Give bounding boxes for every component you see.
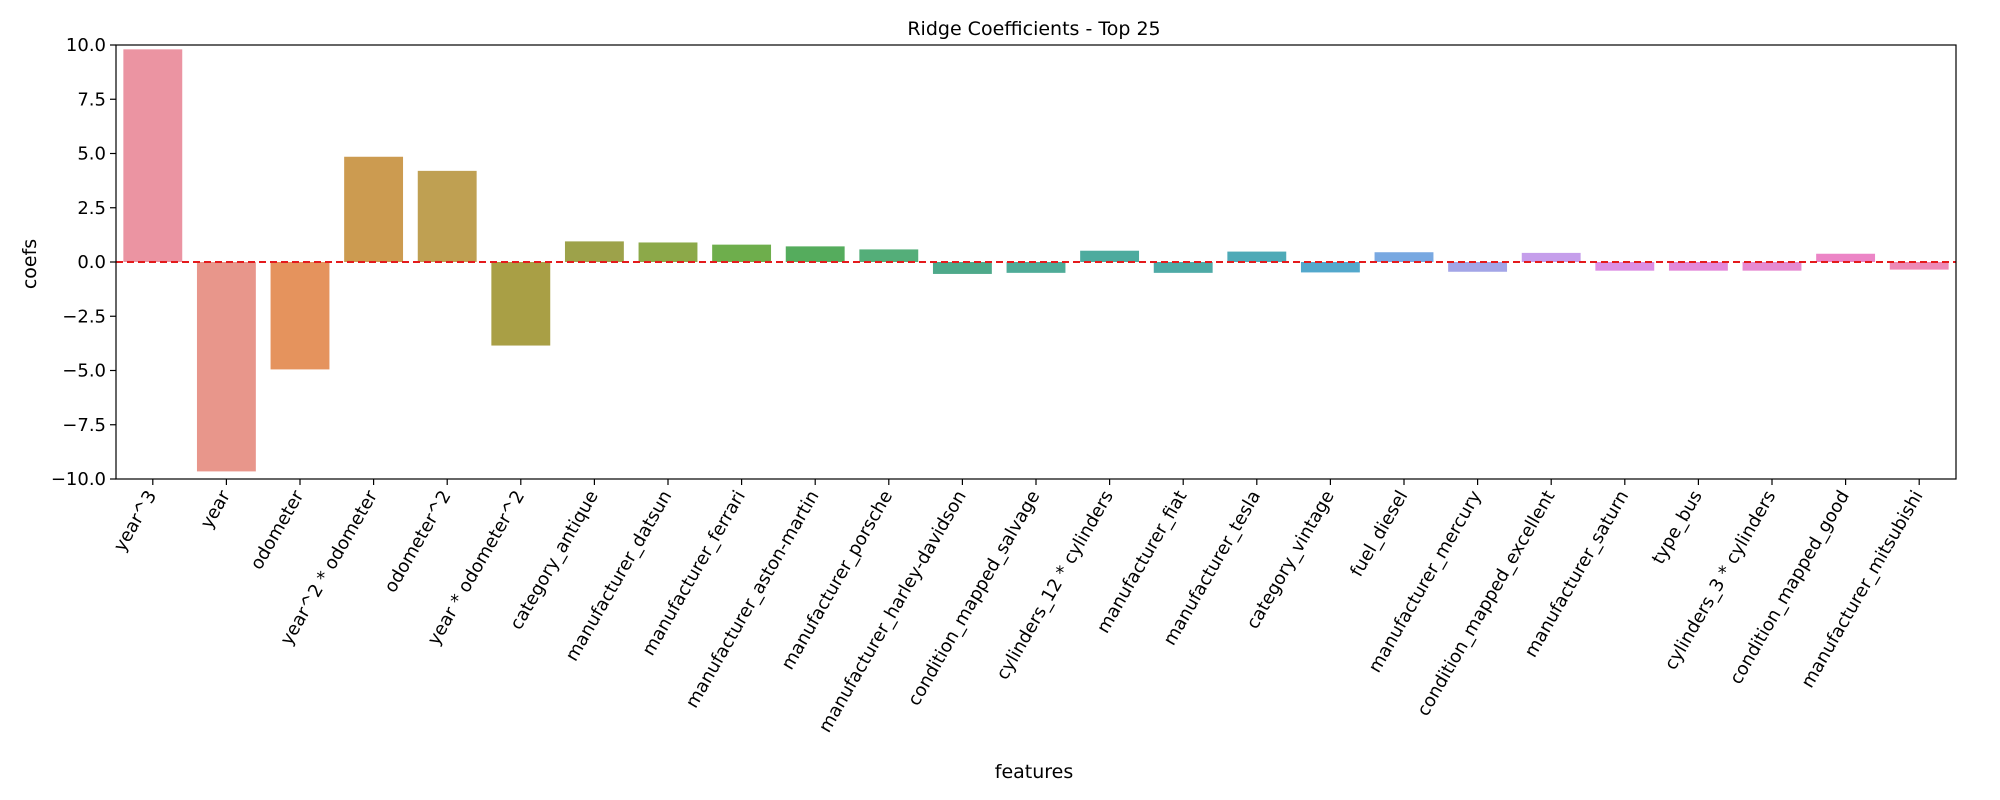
x-tick-label: manufacturer_aston-martin <box>682 487 824 712</box>
bar-14 <box>1153 262 1213 273</box>
y-tick-label: −10.0 <box>51 469 106 490</box>
bar-8 <box>712 244 772 262</box>
y-tick-label: 0.0 <box>77 252 106 273</box>
x-tick-label: condition_mapped_excellent <box>1413 487 1560 720</box>
chart-title: Ridge Coefficients - Top 25 <box>907 18 1160 40</box>
bar-4 <box>417 170 477 262</box>
x-tick-label: manufacturer_mitsubishi <box>1797 487 1927 692</box>
x-tick-label: fuel_diesel <box>1346 487 1412 580</box>
bar-0 <box>123 49 183 263</box>
bar-7 <box>638 242 698 262</box>
bar-12 <box>1006 262 1066 273</box>
bar-16 <box>1300 262 1360 273</box>
y-axis: 10.0 7.5 5.0 2.5 0.0 −2.5 −5.0 −7.5 −10.0 <box>51 35 116 490</box>
bar-15 <box>1227 251 1287 262</box>
bar-11 <box>932 262 992 274</box>
y-tick-label: 5.0 <box>77 144 106 165</box>
bar-20 <box>1595 262 1655 271</box>
bars-group <box>123 49 1949 472</box>
bar-23 <box>1816 253 1876 262</box>
bar-2 <box>270 262 330 370</box>
bar-13 <box>1080 250 1140 262</box>
x-tick-label: year^3 <box>110 487 162 555</box>
bar-6 <box>564 241 624 262</box>
bar-1 <box>196 262 256 472</box>
x-tick-label: type_bus <box>1648 487 1707 568</box>
x-axis-label: features <box>995 761 1074 783</box>
bar-18 <box>1448 262 1508 272</box>
bar-3 <box>344 156 404 262</box>
bar-22 <box>1742 262 1802 271</box>
bar-17 <box>1374 252 1434 262</box>
bar-5 <box>491 262 551 346</box>
bar-21 <box>1668 262 1728 271</box>
x-tick-label: condition_mapped_salvage <box>904 487 1045 709</box>
y-tick-label: −5.0 <box>62 361 106 382</box>
y-tick-label: 10.0 <box>66 35 106 56</box>
y-tick-label: −7.5 <box>62 415 106 436</box>
x-tick-label: odometer^2 <box>380 487 455 596</box>
y-axis-label: coefs <box>19 239 41 289</box>
x-tick-label: manufacturer_harley-davidson <box>815 487 971 736</box>
x-tick-label: odometer <box>246 486 308 573</box>
y-tick-label: 7.5 <box>77 89 106 110</box>
bar-10 <box>859 249 919 262</box>
y-tick-label: −2.5 <box>62 306 106 327</box>
bar-9 <box>785 246 845 262</box>
bar-24 <box>1889 262 1949 270</box>
x-tick-label: year <box>196 486 235 532</box>
y-tick-label: 2.5 <box>77 198 106 219</box>
bar-19 <box>1521 252 1581 262</box>
